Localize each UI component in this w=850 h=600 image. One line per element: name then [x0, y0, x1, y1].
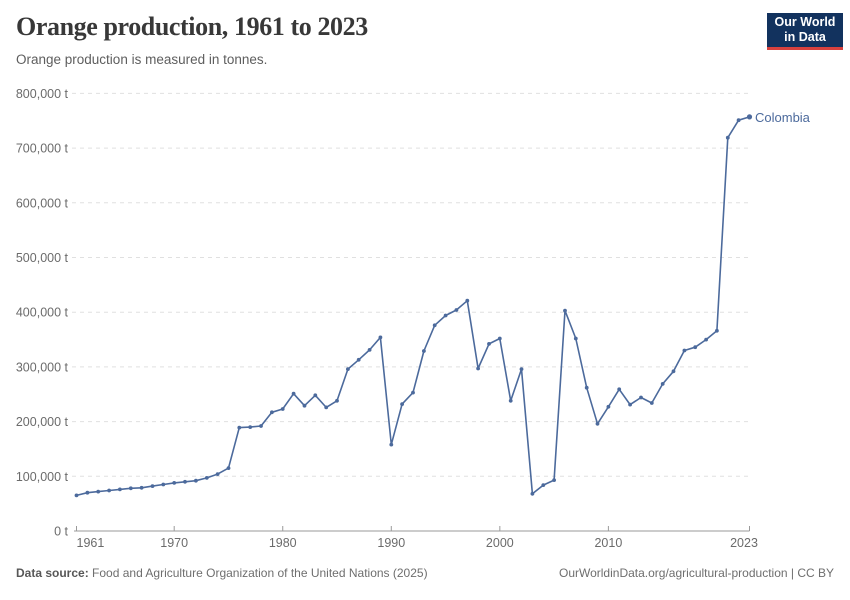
data-point[interactable]: [367, 348, 372, 352]
data-point[interactable]: [746, 114, 753, 120]
data-point[interactable]: [584, 385, 589, 390]
data-point[interactable]: [248, 425, 253, 429]
owid-logo-line2: in Data: [784, 30, 826, 44]
data-point[interactable]: [682, 348, 687, 353]
data-point[interactable]: [432, 323, 437, 328]
data-point[interactable]: [107, 488, 111, 493]
y-tick-label: 200,000 t: [16, 415, 69, 429]
data-point[interactable]: [161, 482, 166, 487]
data-source-label: Data source:: [16, 566, 89, 580]
page-title: Orange production, 1961 to 2023: [16, 12, 368, 41]
x-tick-label: 2010: [594, 536, 622, 550]
data-point[interactable]: [715, 328, 719, 333]
data-point[interactable]: [313, 393, 318, 398]
owid-logo[interactable]: Our World in Data: [767, 13, 843, 50]
data-point[interactable]: [346, 367, 350, 371]
data-point[interactable]: [422, 349, 426, 353]
data-point[interactable]: [671, 369, 676, 374]
data-point[interactable]: [541, 483, 546, 487]
x-tick-label: 2023: [730, 536, 758, 550]
chart-subtitle: Orange production is measured in tonnes.: [16, 52, 268, 67]
data-point[interactable]: [573, 336, 578, 341]
data-point[interactable]: [411, 390, 415, 395]
data-point[interactable]: [183, 479, 187, 484]
data-point[interactable]: [215, 472, 220, 476]
y-tick-label: 100,000 t: [16, 470, 69, 484]
data-point[interactable]: [508, 398, 513, 403]
data-point[interactable]: [74, 493, 79, 498]
data-point[interactable]: [693, 345, 698, 350]
data-point[interactable]: [465, 298, 470, 303]
y-tick-label: 700,000 t: [16, 142, 69, 156]
data-point[interactable]: [378, 335, 383, 340]
data-point[interactable]: [595, 421, 600, 426]
y-tick-label: 0 t: [54, 525, 68, 539]
data-point[interactable]: [552, 478, 556, 482]
x-tick-label: 1990: [377, 536, 405, 550]
data-point[interactable]: [617, 387, 622, 392]
data-point[interactable]: [519, 367, 524, 371]
data-point[interactable]: [487, 342, 491, 346]
data-point[interactable]: [649, 401, 654, 405]
owid-logo-line1: Our World: [774, 15, 836, 30]
data-point[interactable]: [606, 404, 611, 409]
data-point[interactable]: [660, 382, 665, 386]
x-tick-label: 1961: [77, 536, 105, 550]
x-tick-label: 1970: [160, 536, 188, 550]
data-point[interactable]: [443, 313, 448, 318]
data-point[interactable]: [454, 308, 459, 312]
x-tick-label: 1980: [269, 536, 297, 550]
data-point[interactable]: [270, 410, 274, 415]
data-point[interactable]: [628, 402, 632, 407]
data-point[interactable]: [194, 478, 198, 483]
data-point[interactable]: [150, 484, 155, 488]
data-point[interactable]: [280, 407, 285, 411]
data-point[interactable]: [497, 336, 502, 341]
data-point[interactable]: [259, 424, 263, 428]
footer: Data source: Food and Agriculture Organi…: [0, 566, 850, 580]
data-point[interactable]: [476, 366, 480, 371]
data-point[interactable]: [530, 491, 535, 496]
data-point[interactable]: [400, 402, 404, 406]
data-point[interactable]: [324, 405, 329, 410]
data-point[interactable]: [172, 481, 177, 485]
data-point[interactable]: [118, 487, 122, 492]
data-point[interactable]: [128, 486, 133, 491]
data-point[interactable]: [563, 308, 567, 313]
data-point[interactable]: [736, 118, 741, 123]
data-point[interactable]: [356, 357, 361, 362]
x-tick-label: 2000: [486, 536, 514, 550]
data-point[interactable]: [302, 403, 307, 408]
y-tick-label: 500,000 t: [16, 251, 69, 265]
data-point[interactable]: [204, 476, 209, 480]
data-point[interactable]: [291, 391, 296, 396]
y-tick-label: 300,000 t: [16, 360, 69, 374]
data-point[interactable]: [85, 490, 90, 495]
y-tick-label: 400,000 t: [16, 306, 69, 320]
data-point[interactable]: [389, 442, 394, 447]
data-line[interactable]: [75, 116, 751, 497]
series-label-colombia[interactable]: Colombia: [755, 110, 810, 125]
data-point[interactable]: [96, 489, 101, 494]
data-source: Data source: Food and Agriculture Organi…: [16, 566, 428, 580]
data-point[interactable]: [139, 485, 144, 490]
data-source-text: Food and Agriculture Organization of the…: [88, 566, 428, 580]
data-point[interactable]: [639, 395, 643, 400]
data-point[interactable]: [725, 135, 730, 140]
data-point[interactable]: [335, 398, 339, 403]
y-tick-label: 600,000 t: [16, 196, 69, 210]
data-point[interactable]: [704, 337, 708, 342]
footer-link[interactable]: OurWorldinData.org/agricultural-producti…: [558, 566, 834, 580]
data-point[interactable]: [237, 425, 242, 430]
y-tick-label: 800,000 t: [16, 87, 69, 101]
data-point[interactable]: [226, 466, 231, 470]
